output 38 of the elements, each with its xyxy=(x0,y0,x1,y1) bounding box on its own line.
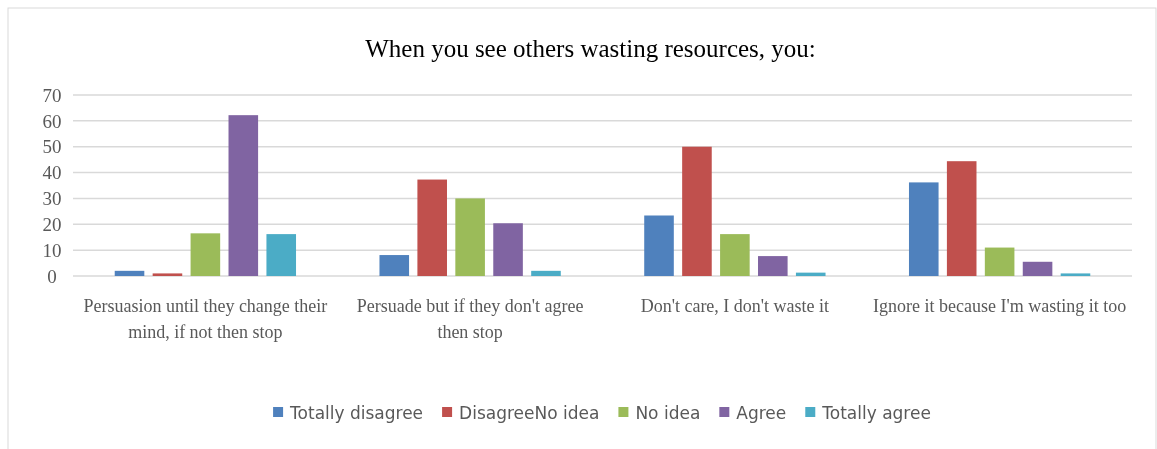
x-tick-label: Don't care, I don't waste it xyxy=(640,296,830,316)
legend-label: Totally disagree xyxy=(289,402,424,423)
bar xyxy=(493,223,523,276)
y-tick-label: 70 xyxy=(42,84,62,106)
y-tick-label: 10 xyxy=(42,239,62,261)
bar xyxy=(946,161,977,276)
bar xyxy=(908,182,939,276)
y-tick-label: 20 xyxy=(42,213,62,235)
bar xyxy=(682,146,712,276)
legend-label: DisagreeNo idea xyxy=(459,402,600,423)
bar xyxy=(114,270,145,276)
bar xyxy=(644,215,674,276)
legend-label: Totally agree xyxy=(821,402,931,423)
bar xyxy=(795,272,826,276)
bar xyxy=(417,179,447,276)
y-tick-label: 40 xyxy=(42,162,62,184)
x-tick-label: Persuasion until they change their mind, if not then stop xyxy=(83,296,328,342)
x-tick-label: Ignore it because I'm wasting it too xyxy=(873,296,1127,316)
bar xyxy=(379,255,410,276)
y-tick-label: 50 xyxy=(42,136,62,158)
chart-title: When you see others wasting resources, you: xyxy=(365,35,816,62)
bar xyxy=(1022,261,1053,276)
bar xyxy=(720,234,750,276)
y-tick-label: 30 xyxy=(42,188,62,210)
bar xyxy=(190,233,221,276)
x-tick-label: Persuade but if they don't agree then stop xyxy=(356,296,584,342)
bar xyxy=(455,198,485,276)
bar xyxy=(228,115,259,276)
legend-label: No idea xyxy=(635,402,701,423)
y-tick-label: 0 xyxy=(47,265,57,287)
bar xyxy=(266,234,297,276)
bar xyxy=(758,256,788,276)
legend-label: Agree xyxy=(736,402,787,423)
bar xyxy=(1060,273,1091,276)
bar xyxy=(531,270,561,276)
y-tick-label: 60 xyxy=(42,110,62,132)
bar xyxy=(152,273,183,276)
bar xyxy=(984,247,1015,276)
